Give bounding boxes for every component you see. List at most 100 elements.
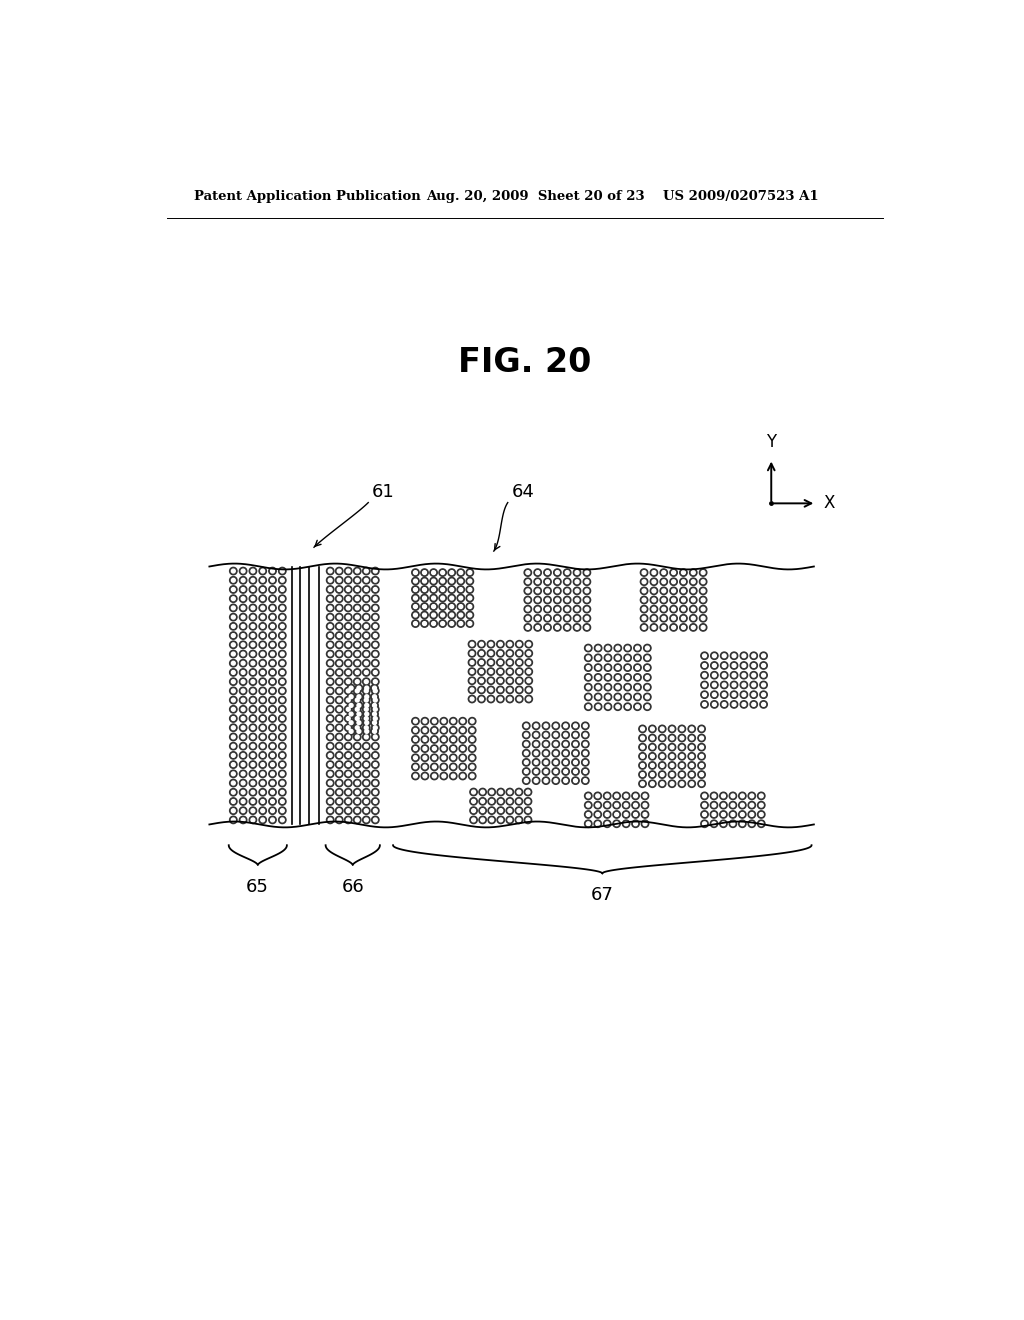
Circle shape (536, 616, 540, 620)
Circle shape (414, 579, 418, 583)
Circle shape (240, 779, 247, 787)
Circle shape (643, 793, 647, 797)
Circle shape (752, 702, 756, 706)
Circle shape (670, 772, 674, 776)
Circle shape (362, 595, 370, 602)
Circle shape (711, 792, 718, 800)
Circle shape (614, 655, 622, 661)
Circle shape (614, 693, 622, 701)
Circle shape (532, 750, 540, 756)
Circle shape (336, 788, 343, 796)
Circle shape (412, 763, 419, 771)
Circle shape (353, 742, 361, 750)
Circle shape (544, 587, 551, 594)
Circle shape (571, 750, 580, 756)
Circle shape (682, 616, 685, 620)
Circle shape (337, 661, 341, 665)
Circle shape (353, 807, 361, 814)
Circle shape (524, 807, 531, 814)
Circle shape (678, 752, 686, 760)
Circle shape (242, 698, 245, 702)
Circle shape (515, 807, 522, 814)
Circle shape (450, 763, 457, 771)
Circle shape (412, 718, 419, 725)
Circle shape (487, 640, 495, 648)
Circle shape (712, 804, 716, 807)
Circle shape (251, 671, 255, 675)
Circle shape (532, 759, 540, 766)
Circle shape (459, 587, 463, 591)
Circle shape (680, 763, 684, 767)
Circle shape (261, 606, 264, 610)
Circle shape (336, 742, 343, 750)
Circle shape (508, 818, 512, 822)
Circle shape (613, 810, 621, 818)
Circle shape (634, 704, 641, 710)
Circle shape (613, 801, 621, 809)
Circle shape (336, 797, 343, 805)
Circle shape (281, 597, 285, 601)
Circle shape (365, 680, 369, 684)
Circle shape (231, 772, 236, 776)
Circle shape (268, 807, 276, 814)
Circle shape (645, 645, 649, 649)
Circle shape (713, 673, 717, 677)
Circle shape (281, 791, 285, 795)
Circle shape (229, 651, 237, 657)
Circle shape (365, 694, 369, 698)
Circle shape (487, 686, 495, 693)
Circle shape (517, 809, 521, 813)
Circle shape (517, 800, 521, 804)
Circle shape (337, 698, 341, 702)
Circle shape (682, 607, 685, 611)
Circle shape (374, 717, 377, 721)
Circle shape (506, 686, 514, 693)
Circle shape (240, 642, 247, 648)
Circle shape (362, 733, 370, 741)
Circle shape (699, 772, 703, 776)
Text: Y: Y (766, 433, 776, 451)
Circle shape (749, 801, 756, 809)
Circle shape (596, 665, 600, 669)
Circle shape (450, 579, 454, 583)
Circle shape (489, 800, 494, 804)
Circle shape (575, 598, 579, 602)
Circle shape (251, 772, 255, 776)
Circle shape (423, 605, 426, 609)
Circle shape (522, 768, 530, 775)
Circle shape (688, 752, 695, 760)
Circle shape (412, 569, 419, 577)
Circle shape (372, 651, 379, 657)
Circle shape (432, 774, 436, 777)
Circle shape (534, 578, 542, 585)
Circle shape (450, 718, 457, 725)
Circle shape (329, 754, 332, 758)
Circle shape (702, 693, 707, 697)
Circle shape (711, 820, 718, 828)
Circle shape (515, 668, 523, 676)
Circle shape (515, 816, 522, 824)
Circle shape (374, 818, 377, 822)
Circle shape (353, 733, 361, 741)
Circle shape (270, 671, 274, 675)
Circle shape (585, 792, 592, 800)
Circle shape (421, 718, 429, 725)
Circle shape (423, 579, 426, 583)
Circle shape (641, 792, 649, 800)
Circle shape (355, 693, 362, 701)
Circle shape (240, 632, 247, 639)
Circle shape (249, 632, 257, 639)
Circle shape (645, 685, 649, 689)
Circle shape (662, 598, 666, 602)
Circle shape (270, 791, 274, 795)
Circle shape (346, 661, 350, 665)
Circle shape (642, 616, 646, 620)
Circle shape (240, 706, 247, 713)
Circle shape (268, 797, 276, 805)
Circle shape (347, 727, 355, 735)
Circle shape (552, 731, 559, 739)
Circle shape (327, 595, 334, 602)
Circle shape (499, 643, 503, 645)
Circle shape (336, 706, 343, 713)
Circle shape (626, 676, 630, 680)
